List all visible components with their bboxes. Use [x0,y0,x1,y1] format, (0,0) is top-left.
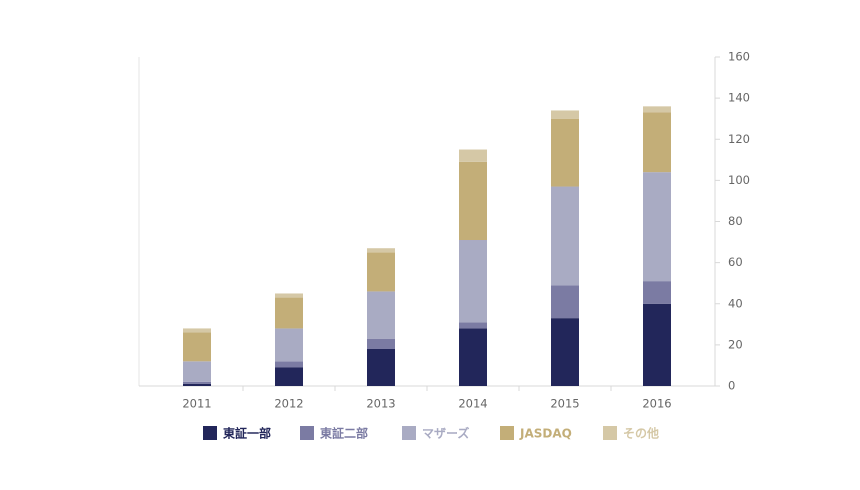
y-tick-label: 160 [728,50,750,64]
legend-label: マザーズ [422,426,469,441]
legend-label: JASDAQ [519,427,572,441]
bar-segment [367,348,395,386]
bar-segment [275,293,303,298]
bar-segment [183,361,211,382]
bar-segment [643,106,671,113]
bar-segment [183,383,211,386]
bar-segment [551,118,579,187]
y-tick-label: 100 [728,173,750,187]
bar-segment [183,332,211,362]
y-tick-label: 120 [728,132,750,146]
bar-segment [367,338,395,349]
y-tick-label: 0 [728,379,735,393]
bar-segment [551,186,579,286]
x-tick-label: 2014 [458,397,487,411]
bar-segment [275,361,303,368]
x-tick-label: 2011 [182,397,211,411]
y-tick-label: 20 [728,337,743,351]
y-tick-label: 60 [728,255,743,269]
bar-segment [643,303,671,386]
x-tick-label: 2012 [274,397,303,411]
x-tick-label: 2013 [366,397,395,411]
bar-segment [643,172,671,282]
bar-segment [551,110,579,119]
x-tick-label: 2015 [550,397,579,411]
legend-swatch [500,426,514,440]
y-tick-label: 140 [728,91,750,105]
y-tick-label: 40 [728,296,743,310]
legend-label: その他 [623,426,659,441]
legend-swatch [300,426,314,440]
bar-segment [367,248,395,253]
bar-segment [643,112,671,173]
bar-segment [183,328,211,333]
legend-swatch [402,426,416,440]
bar-segment [275,297,303,329]
x-tick-label: 2016 [642,397,671,411]
legend-label: 東証一部 [223,426,271,441]
bar-segment [183,381,211,384]
bar-segment [459,161,487,241]
legend-swatch [603,426,617,440]
bar-segment [551,285,579,319]
bar-segment [643,281,671,304]
bar-segment [459,240,487,323]
bar-segment [367,252,395,292]
legend-label: 東証二部 [320,426,368,441]
legend-swatch [203,426,217,440]
bar-segment [459,328,487,386]
bar-segment [459,149,487,162]
bar-segment [275,367,303,386]
bar-segment [459,322,487,329]
bar-segment [367,291,395,339]
bar-segment [275,328,303,362]
y-tick-label: 80 [728,214,743,228]
bar-segment [551,318,579,386]
